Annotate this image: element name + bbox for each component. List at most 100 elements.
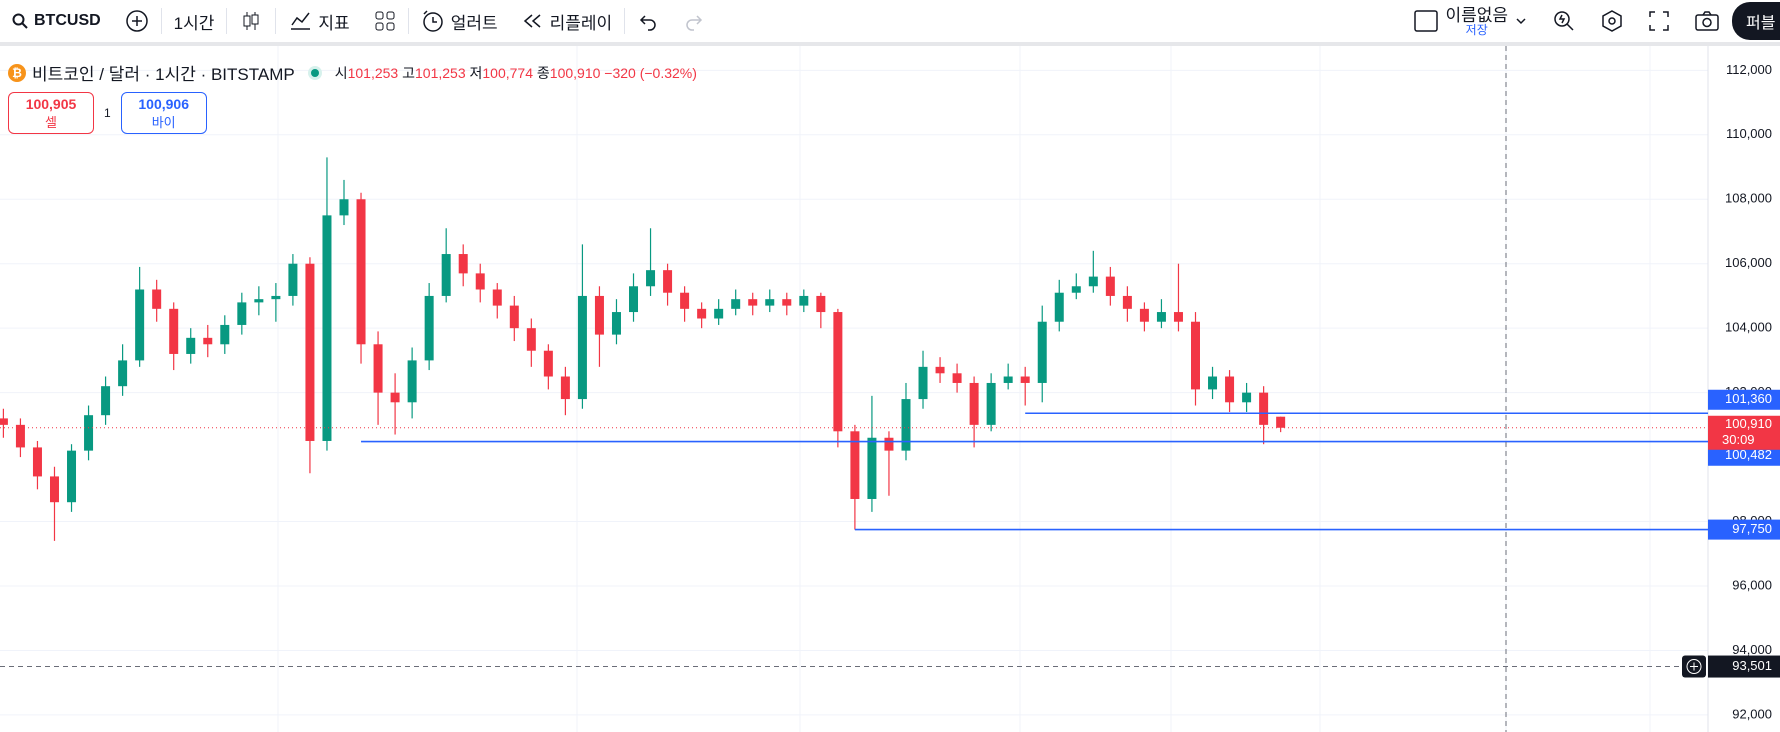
candle-body <box>560 376 570 400</box>
candle <box>339 179 349 226</box>
candle <box>322 157 332 451</box>
candle-body <box>49 476 59 503</box>
separator <box>160 8 162 34</box>
candle-body <box>373 344 383 393</box>
candle <box>663 263 673 306</box>
candle-body <box>543 350 553 377</box>
candle-body <box>220 324 230 345</box>
separator <box>407 8 409 34</box>
candle-body <box>1020 376 1030 383</box>
crosshair-add[interactable] <box>1682 655 1706 678</box>
separator <box>226 8 228 34</box>
candle <box>1242 382 1252 412</box>
candle <box>186 328 196 364</box>
settings-button[interactable] <box>1588 9 1636 33</box>
candle-body <box>901 399 911 451</box>
snapshot-button[interactable] <box>1682 10 1732 32</box>
fullscreen-button[interactable] <box>1636 10 1682 32</box>
candle-body <box>475 273 485 290</box>
trade-panel: 100,905 셀 1 100,906 바이 <box>8 92 207 134</box>
candle <box>748 292 758 316</box>
candle <box>1173 263 1183 332</box>
candle-body <box>458 254 468 274</box>
candle <box>373 331 383 425</box>
candle-body <box>1225 376 1235 403</box>
countdown: 30:09 <box>1722 432 1755 447</box>
candle <box>629 273 639 322</box>
candle <box>118 344 128 396</box>
candle <box>1122 286 1132 322</box>
candle <box>1054 279 1064 332</box>
undo-button[interactable] <box>625 10 671 32</box>
separator <box>624 8 626 34</box>
candle-body <box>1208 376 1218 390</box>
interval-button[interactable]: 1시간 <box>162 9 227 34</box>
level-tag-label: 101,360 <box>1725 391 1772 406</box>
symbol: BTCUSD <box>34 12 101 29</box>
candle-body <box>799 295 809 306</box>
save: 저장 <box>1465 22 1488 37</box>
ohlc: 시101,253 고101,253 저100,774 종100,910 −320… <box>335 63 697 83</box>
candle <box>441 228 451 303</box>
last-price-label: 100,910 <box>1725 416 1772 431</box>
layouts-button[interactable] <box>362 10 408 32</box>
quick-icon <box>1554 11 1574 31</box>
plus-icon <box>125 10 148 32</box>
legend: ₿ 비트코인 / 달러 · 1시간 · BITSTAMP 시101,253 고1… <box>8 60 697 85</box>
candle-body <box>67 450 77 503</box>
indicators-button[interactable]: 지표 <box>276 9 361 34</box>
candle-body <box>1191 321 1200 390</box>
grid-icon <box>375 11 395 31</box>
level-tag-label: 97,750 <box>1732 521 1772 536</box>
candle-body <box>322 215 332 441</box>
candle <box>1191 312 1200 406</box>
candle <box>390 373 400 435</box>
replay-button[interactable]: 리플레이 <box>510 9 625 34</box>
candle <box>458 244 468 287</box>
candle <box>833 308 843 448</box>
bitcoin-icon: ₿ <box>8 63 26 82</box>
buy-button[interactable]: 100,906 바이 <box>120 92 207 134</box>
y-tick-label: 94,000 <box>1732 642 1772 657</box>
candle-body <box>714 308 724 319</box>
candle <box>952 363 962 393</box>
candle-body <box>833 312 843 432</box>
candle <box>15 418 25 458</box>
add-symbol[interactable] <box>113 9 161 33</box>
sell-label: 셀 <box>45 114 57 130</box>
candle <box>646 228 656 296</box>
sell-button[interactable]: 100,905 셀 <box>8 92 94 134</box>
y-tick-label: 92,000 <box>1732 706 1772 721</box>
candle-body <box>816 295 826 313</box>
level-tag <box>1708 519 1780 540</box>
alert-button[interactable]: 얼러트 <box>409 9 510 34</box>
candle-body <box>152 289 162 309</box>
candle <box>1139 302 1149 332</box>
quick-search[interactable] <box>1540 9 1588 33</box>
candle <box>152 279 162 322</box>
publish-button[interactable]: 퍼블 <box>1732 2 1780 40</box>
candle <box>680 286 690 322</box>
candle <box>1088 250 1098 293</box>
redo-button[interactable] <box>671 10 717 32</box>
candle <box>1105 266 1115 306</box>
candle-body <box>186 337 196 354</box>
candle <box>1225 370 1235 412</box>
undo-icon <box>640 15 656 31</box>
chevron-icon <box>1516 18 1526 25</box>
candle <box>101 376 111 425</box>
candle-body <box>765 299 775 306</box>
candle-body <box>135 289 145 361</box>
candle <box>288 254 298 306</box>
chart-type-button[interactable] <box>227 9 275 33</box>
y-tick-label: 112,000 <box>1726 62 1772 77</box>
candle <box>32 440 42 490</box>
candle-body <box>101 386 111 416</box>
candle <box>509 295 519 342</box>
layout-select[interactable]: 이름없음 저장 <box>1401 7 1540 36</box>
level-tag <box>1708 445 1780 466</box>
candle-body <box>731 299 741 309</box>
level-tag <box>1708 389 1780 410</box>
symbol-search[interactable]: BTCUSD <box>0 12 113 30</box>
candle <box>969 376 979 448</box>
